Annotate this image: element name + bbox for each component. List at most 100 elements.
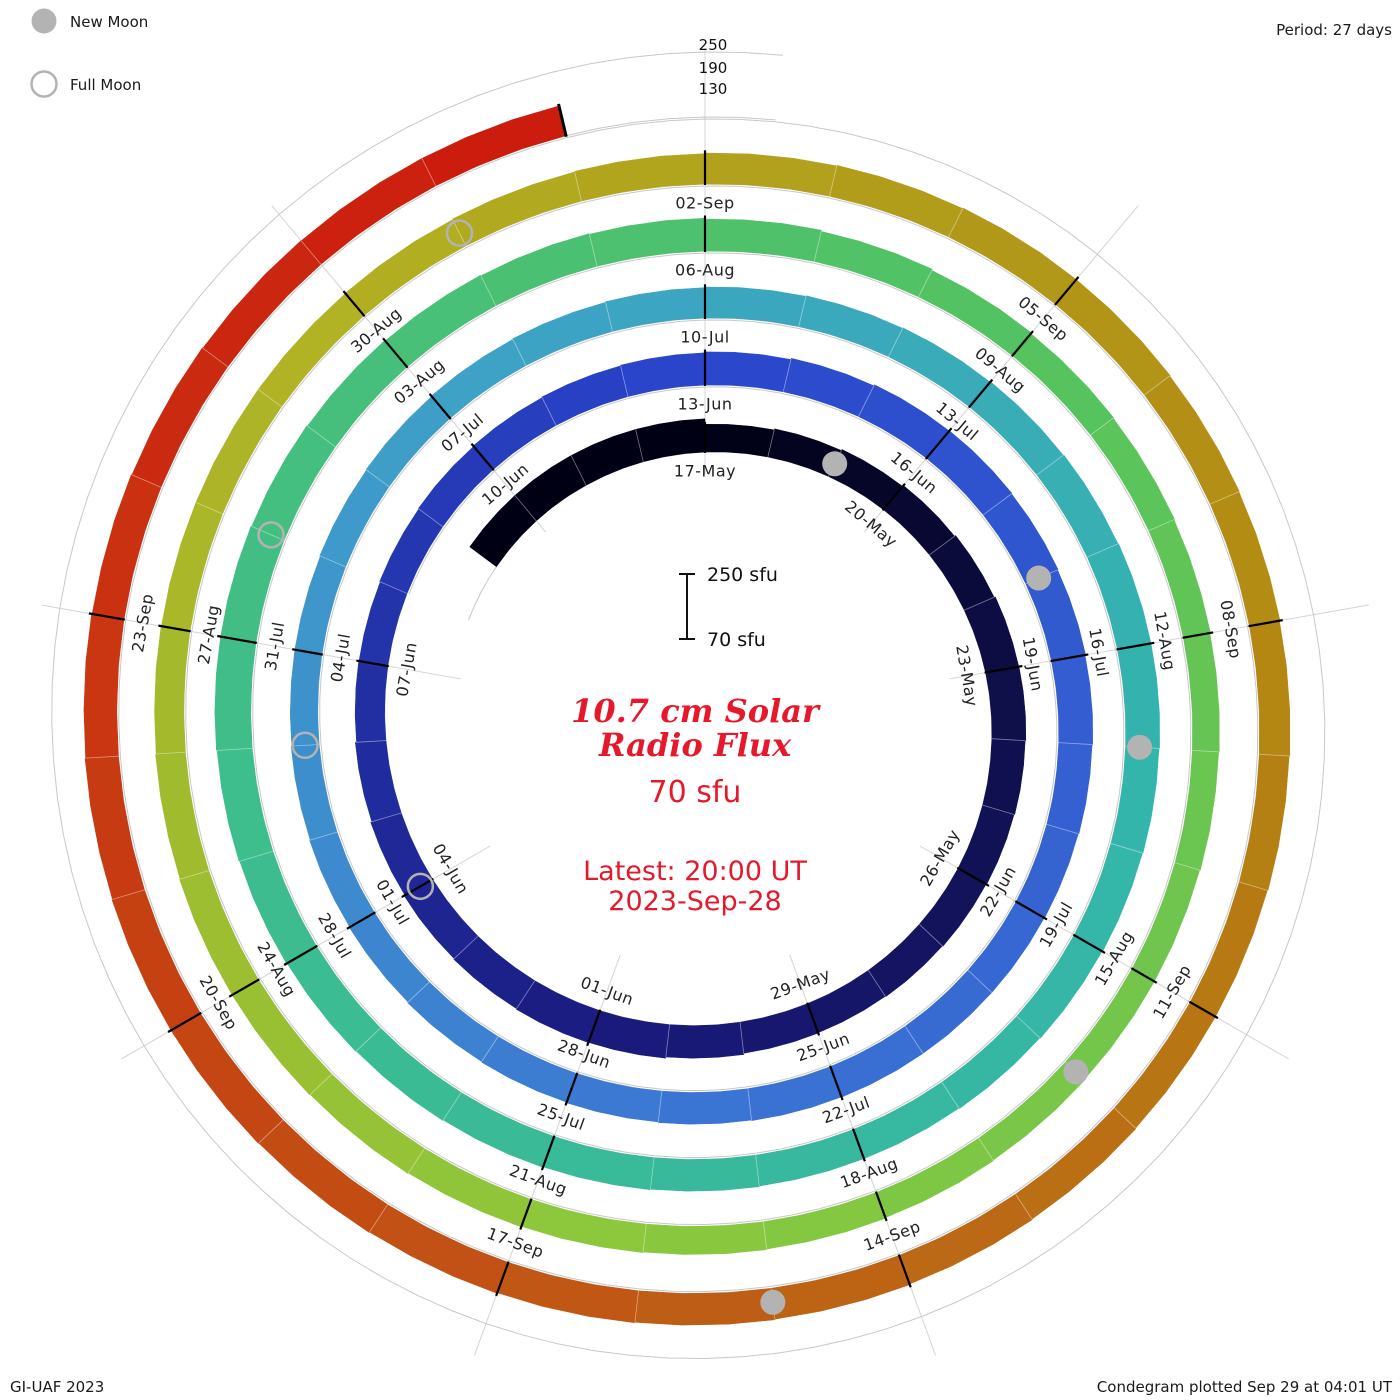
- day-separator: [155, 751, 186, 755]
- day-separator: [239, 851, 273, 862]
- day-separator: [421, 158, 437, 186]
- flux-segment: [704, 424, 775, 458]
- full-moon-marker: [257, 521, 285, 549]
- current-flux-value: 70 sfu: [649, 775, 742, 810]
- flux-segment: [634, 1288, 776, 1326]
- day-separator: [369, 1204, 388, 1233]
- flux-segment: [982, 493, 1059, 584]
- three-day-tick: [851, 1128, 866, 1162]
- flux-segment: [1012, 333, 1115, 436]
- day-separator: [929, 535, 956, 556]
- three-day-tick: [1072, 933, 1106, 954]
- day-separator: [941, 1082, 960, 1109]
- three-day-tick: [1054, 276, 1080, 306]
- flux-segment: [309, 831, 375, 928]
- period-label: Period: 27 days: [1276, 21, 1392, 39]
- flux-segment: [1055, 279, 1171, 396]
- three-day-tick: [967, 378, 994, 409]
- date-label: 23-Sep: [128, 592, 157, 654]
- flux-segment: [239, 851, 317, 964]
- three-day-tick: [1130, 967, 1158, 984]
- new-moon-legend-label: New Moon: [70, 13, 148, 31]
- flux-segment: [480, 1036, 578, 1103]
- flux-segment: [453, 935, 536, 1010]
- three-day-tick: [428, 393, 452, 420]
- three-day-tick: [495, 1261, 510, 1297]
- day-separator: [888, 327, 904, 357]
- day-separator: [747, 1088, 752, 1121]
- day-separator: [195, 502, 223, 515]
- day-separator: [978, 1138, 994, 1161]
- flux-segment: [813, 231, 933, 298]
- day-separator: [1036, 454, 1064, 476]
- three-day-tick: [1182, 631, 1214, 639]
- day-separator: [291, 744, 320, 747]
- flux-segment: [379, 508, 443, 594]
- flux-segment: [1183, 632, 1220, 753]
- three-day-tick: [956, 866, 990, 887]
- full-moon-legend-label: Full Moon: [70, 76, 141, 94]
- day-separator: [1175, 862, 1201, 871]
- day-separator: [918, 269, 933, 297]
- day-separator: [605, 301, 613, 332]
- three-day-tick: [897, 1254, 912, 1288]
- flux-segment: [985, 666, 1027, 741]
- three-day-tick: [1116, 641, 1155, 651]
- day-separator: [512, 338, 527, 366]
- flux-segment: [480, 233, 598, 306]
- flux-segment: [1110, 746, 1160, 854]
- three-day-tick: [88, 612, 126, 621]
- top-scale-190: 190: [699, 59, 728, 77]
- chart-title-line2: Radio Flux: [598, 726, 792, 764]
- day-separator: [258, 1119, 284, 1144]
- day-separator: [306, 425, 336, 447]
- day-separator: [319, 555, 346, 568]
- flux-segment: [348, 912, 430, 1003]
- new-moon-marker: [1063, 1059, 1089, 1085]
- flux-segment: [472, 397, 557, 470]
- three-day-tick: [519, 1198, 533, 1230]
- day-separator: [798, 295, 807, 327]
- flux-segment: [635, 418, 706, 463]
- day-separator: [407, 1148, 425, 1174]
- chart-title-line1: 10.7 cm Solar: [571, 692, 821, 730]
- day-separator: [755, 1155, 760, 1187]
- day-separator: [983, 493, 1012, 516]
- day-separator: [258, 389, 282, 407]
- flux-segment: [642, 1221, 767, 1255]
- three-day-tick: [167, 1011, 202, 1033]
- flux-segment: [704, 218, 822, 262]
- new-moon-marker: [822, 451, 848, 477]
- flux-segment: [515, 980, 601, 1043]
- flux-segment: [1239, 754, 1290, 891]
- full-moon-marker: [406, 872, 435, 901]
- plotted-label: Condegram plotted Sep 29 at 04:01 UT: [1097, 1378, 1393, 1396]
- day-separator: [635, 429, 644, 462]
- day-separator: [570, 455, 587, 486]
- day-separator: [1016, 1015, 1041, 1039]
- day-separator: [982, 804, 1015, 816]
- day-separator: [1058, 742, 1093, 745]
- three-day-tick: [342, 290, 366, 318]
- three-day-tick: [984, 664, 1023, 674]
- day-separator: [948, 208, 964, 237]
- day-separator: [453, 935, 479, 960]
- three-day-tick: [1014, 900, 1048, 921]
- flux-segment: [704, 351, 792, 392]
- flux-segment: [442, 1092, 555, 1168]
- credit-label: GI-UAF 2023: [10, 1378, 104, 1396]
- full-moon-marker: [445, 219, 474, 247]
- day-separator: [442, 1092, 462, 1121]
- flux-segment: [918, 269, 1032, 356]
- day-separator: [665, 1024, 671, 1058]
- date-label: 06-Aug: [675, 261, 735, 280]
- flux-segment: [919, 867, 987, 947]
- flux-segment: [1090, 417, 1175, 531]
- three-day-tick: [1011, 330, 1034, 357]
- flux-segment: [384, 274, 497, 368]
- three-day-tick: [382, 337, 409, 369]
- three-day-tick: [291, 648, 323, 656]
- day-separator: [829, 165, 838, 197]
- flux-segment: [875, 1137, 994, 1219]
- flux-segment: [202, 240, 322, 367]
